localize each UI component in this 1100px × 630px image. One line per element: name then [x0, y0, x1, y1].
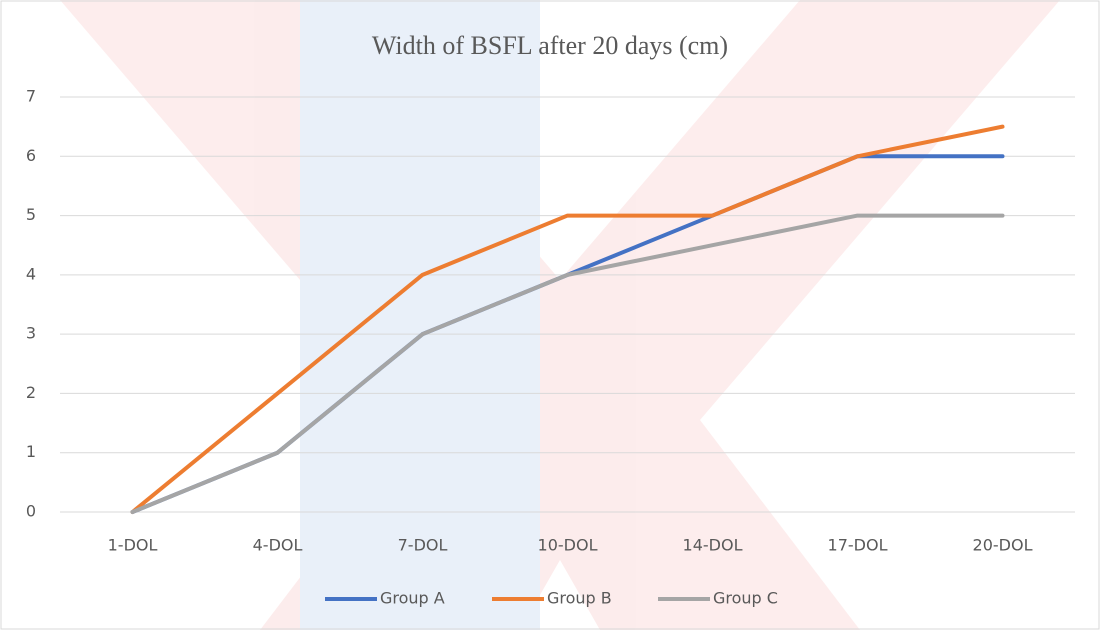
series-line: [130, 213, 1005, 514]
legend-label: Group B: [547, 589, 612, 608]
x-tick-label: 14-DOL: [683, 536, 743, 555]
x-tick-label: 17-DOL: [828, 536, 888, 555]
y-tick-label: 2: [26, 383, 36, 402]
x-tick-label: 20-DOL: [973, 536, 1033, 555]
series-line: [130, 124, 1005, 514]
watermark-bar: [430, 0, 540, 630]
x-tick-label: 4-DOL: [253, 536, 303, 555]
legend-label: Group A: [380, 589, 445, 608]
legend-label: Group C: [713, 589, 778, 608]
y-tick-label: 0: [26, 502, 36, 521]
x-tick-label: 10-DOL: [538, 536, 598, 555]
y-tick-label: 4: [26, 264, 36, 283]
watermark-shape: [60, 0, 1060, 630]
y-tick-label: 5: [26, 205, 36, 224]
y-tick-label: 7: [26, 87, 36, 106]
watermark: [60, 0, 1060, 630]
x-tick-label: 7-DOL: [398, 536, 448, 555]
x-tick-label: 1-DOL: [108, 536, 158, 555]
watermark-bar: [300, 0, 430, 630]
y-tick-label: 1: [26, 442, 36, 461]
y-tick-label: 3: [26, 324, 36, 343]
chart-title: Width of BSFL after 20 days (cm): [372, 31, 728, 60]
y-tick-label: 6: [26, 146, 36, 165]
